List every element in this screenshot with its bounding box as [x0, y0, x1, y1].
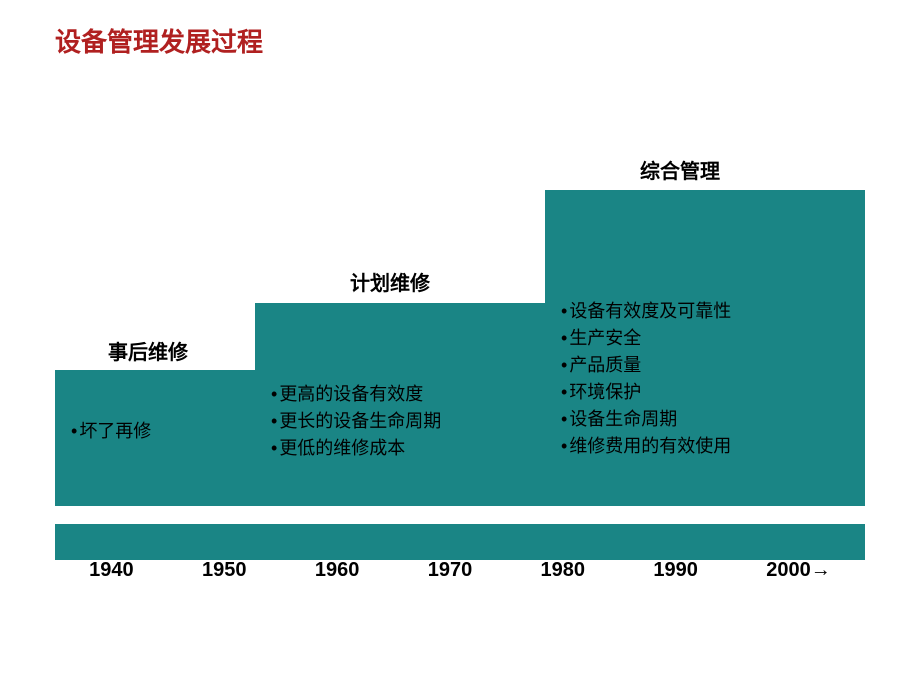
title-text: 设备管理发展过程	[55, 27, 263, 57]
timeline-labels: 1940 1950 1960 1970 1980 1990 2000→	[55, 559, 865, 582]
timeline-year: 1970	[428, 559, 473, 582]
stage-item: 更长的设备生命周期	[271, 408, 529, 435]
stage-item: 更高的设备有效度	[271, 381, 529, 408]
stage-item: 维修费用的有效使用	[561, 433, 849, 460]
stage-items-2: 设备有效度及可靠性生产安全产品质量环境保护设备生命周期维修费用的有效使用	[561, 298, 849, 460]
stage-label-0: 事后维修	[108, 336, 188, 365]
stage-item: 设备有效度及可靠性	[561, 298, 849, 325]
stage-box-0: 坏了再修	[55, 370, 255, 506]
timeline-year: 1960	[315, 559, 360, 582]
stage-item: 产品质量	[561, 352, 849, 379]
stage-items-0: 坏了再修	[71, 418, 239, 445]
stage-item: 坏了再修	[71, 418, 239, 445]
timeline-year: 1980	[541, 559, 586, 582]
page-title: 设备管理发展过程	[55, 22, 263, 59]
stage-box-1: 更高的设备有效度更长的设备生命周期更低的维修成本	[255, 303, 545, 506]
stage-item: 设备生命周期	[561, 406, 849, 433]
stage-label-1: 计划维修	[350, 267, 430, 296]
stage-box-2: 设备有效度及可靠性生产安全产品质量环境保护设备生命周期维修费用的有效使用	[545, 190, 865, 506]
timeline-bar	[55, 524, 865, 560]
timeline-year: 1990	[653, 559, 698, 582]
stage-label-2: 综合管理	[640, 155, 720, 184]
stage-item: 生产安全	[561, 325, 849, 352]
timeline-year: 1950	[202, 559, 247, 582]
stage-items-1: 更高的设备有效度更长的设备生命周期更低的维修成本	[271, 381, 529, 462]
timeline-year: 1940	[89, 559, 134, 582]
timeline-year: 2000→	[766, 559, 831, 582]
stage-item: 环境保护	[561, 379, 849, 406]
stage-item: 更低的维修成本	[271, 435, 529, 462]
